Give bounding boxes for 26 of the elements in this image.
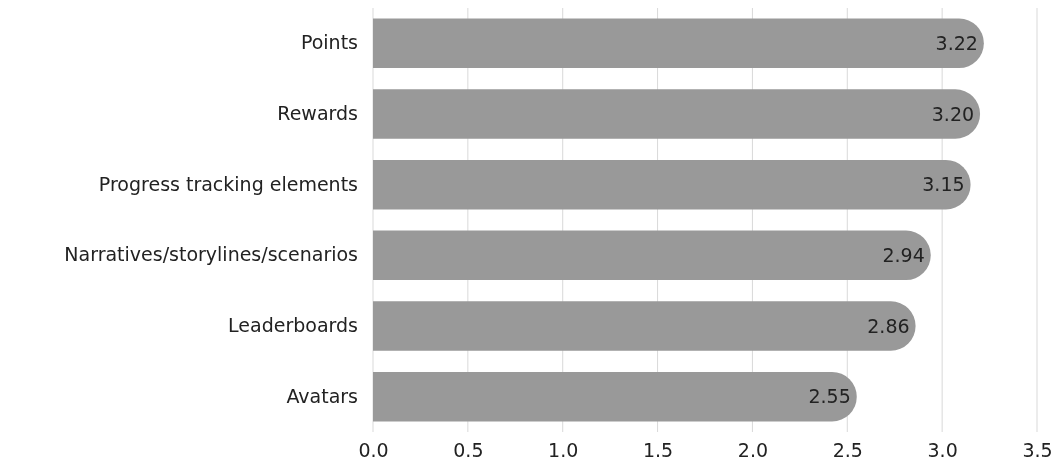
- bar: [373, 230, 931, 281]
- bar: [373, 89, 981, 139]
- y-tick-label: Rewards: [277, 102, 358, 125]
- x-tick-label: 3.0: [927, 439, 958, 462]
- bar: [373, 301, 916, 351]
- y-tick-label: Points: [300, 31, 358, 54]
- x-tick-label: 0.0: [358, 439, 389, 462]
- x-tick-label: 1.0: [548, 439, 579, 462]
- x-tick-label: 3.5: [1022, 439, 1053, 462]
- data-label: 3.15: [922, 173, 965, 196]
- y-tick-label: Narratives/storylines/scenarios: [64, 243, 358, 266]
- bar: [373, 18, 984, 69]
- data-label: 2.86: [867, 314, 910, 337]
- data-label: 3.22: [935, 31, 978, 54]
- x-tick-label: 2.0: [737, 439, 769, 462]
- y-tick-label: Avatars: [286, 384, 358, 407]
- x-tick-label: 0.5: [453, 439, 484, 462]
- data-label: 2.94: [882, 243, 925, 266]
- x-tick-label: 1.5: [642, 439, 674, 462]
- data-label: 3.20: [931, 102, 975, 125]
- bar: [373, 371, 857, 422]
- x-tick-label: 2.5: [832, 439, 863, 462]
- y-tick-label: Leaderboards: [228, 314, 358, 337]
- y-tick-label: Progress tracking elements: [98, 172, 358, 195]
- bar: [373, 159, 971, 210]
- data-label: 2.55: [808, 385, 851, 408]
